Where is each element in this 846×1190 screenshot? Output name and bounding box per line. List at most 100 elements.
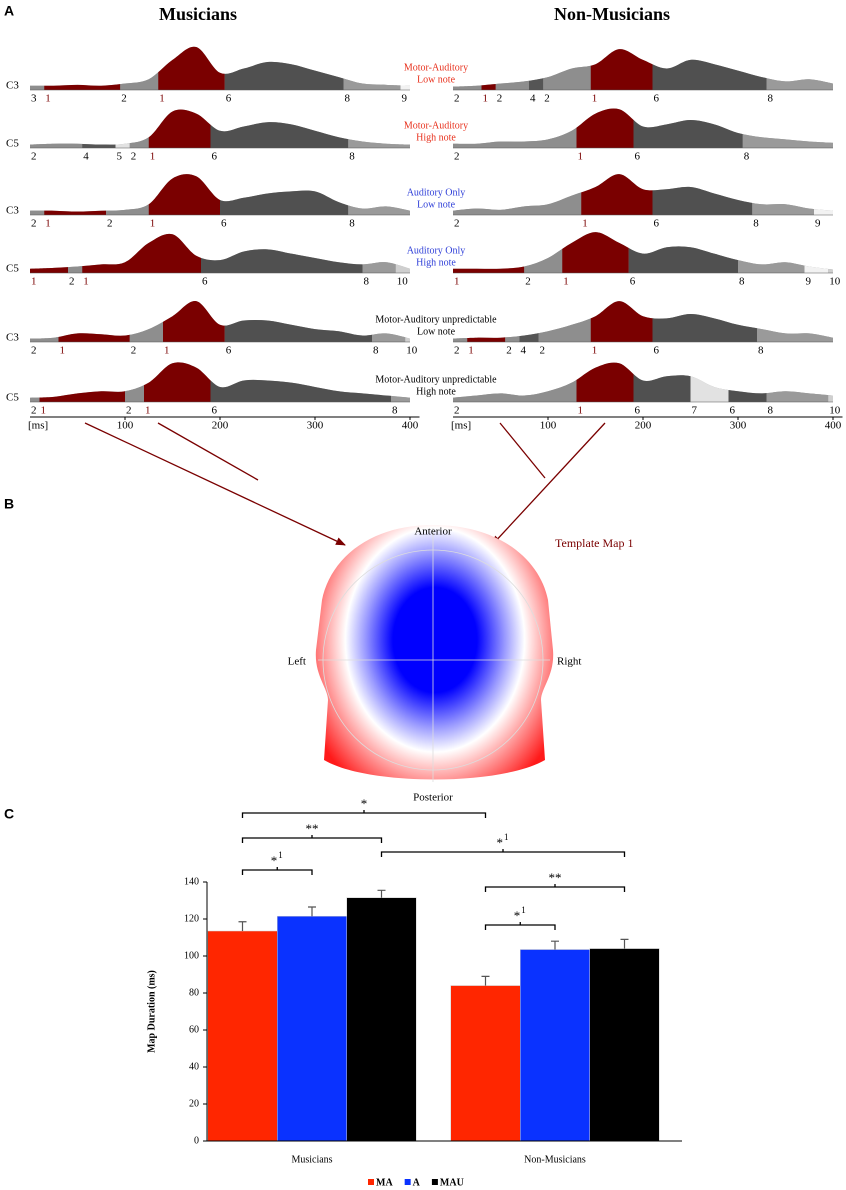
map-number: 1 <box>31 276 37 288</box>
direction-label: Right <box>557 656 581 668</box>
electrode-label: C3 <box>6 80 19 92</box>
map-number: 6 <box>630 276 636 288</box>
map-number: 6 <box>654 218 660 230</box>
error-bar <box>238 921 247 932</box>
map-number: 7 <box>692 405 698 417</box>
map-number: 6 <box>730 405 736 417</box>
panel-label: C <box>4 806 14 822</box>
condition-label: Low note <box>417 326 456 337</box>
map-number: 8 <box>349 218 355 230</box>
map-segment <box>163 301 225 342</box>
map-number: 3 <box>31 93 37 105</box>
map-segment <box>728 362 767 402</box>
map-number: 2 <box>525 276 531 288</box>
map-number: 8 <box>392 405 398 417</box>
map-segment <box>348 109 410 148</box>
condition-label: Auditory Only <box>407 245 466 256</box>
map-number: 6 <box>635 405 641 417</box>
map-segment <box>30 46 45 90</box>
map-number: 1 <box>159 93 165 105</box>
map-number: 8 <box>373 345 379 357</box>
map-segment <box>224 46 344 90</box>
x-tick-label: 200 <box>212 420 229 432</box>
legend-swatch <box>431 1179 438 1185</box>
map-number: 8 <box>753 218 759 230</box>
map-segment <box>362 233 396 273</box>
y-tick-label: 40 <box>189 1061 199 1072</box>
map-number: 10 <box>829 276 841 288</box>
map-segment <box>148 174 220 215</box>
map-segment <box>44 174 106 215</box>
map-segment <box>30 233 68 273</box>
map-segment <box>106 174 149 215</box>
map-segment <box>652 301 757 342</box>
map-segment <box>210 362 391 402</box>
head-map <box>315 525 554 782</box>
arrows <box>84 422 606 546</box>
map-number: 8 <box>768 405 774 417</box>
electrode-label: C5 <box>6 138 19 150</box>
x-tick-label: Non-Musicians <box>524 1154 586 1165</box>
map-number: 10 <box>397 276 409 288</box>
bar <box>277 915 347 1142</box>
error-bar <box>481 975 490 986</box>
map-number: 1 <box>592 93 598 105</box>
electrode-label: C3 <box>6 332 19 344</box>
arrow <box>499 422 546 479</box>
error-bar <box>620 938 629 949</box>
condition-label: High note <box>416 257 456 268</box>
map-segment <box>125 362 144 402</box>
map-number: 2 <box>31 151 37 163</box>
map-number: 2 <box>544 93 550 105</box>
error-bar <box>551 940 559 950</box>
map-number: 10 <box>829 405 841 417</box>
map-segment <box>766 362 829 402</box>
map-number: 9 <box>402 93 408 105</box>
condition-label: High note <box>416 132 456 143</box>
map-number: 8 <box>349 151 355 163</box>
condition-label: Motor-Auditory <box>404 62 468 73</box>
map-number: 6 <box>654 345 660 357</box>
map-segment <box>30 301 59 342</box>
map-number: 1 <box>592 345 598 357</box>
significance-bracket <box>380 849 626 857</box>
map-segment <box>742 108 833 148</box>
map-segment <box>576 108 634 148</box>
group-title: Non-Musicians <box>554 4 670 24</box>
map-number: 8 <box>768 93 774 105</box>
map-segment <box>652 49 767 90</box>
map-segment <box>766 49 833 90</box>
significance-bracket <box>241 835 383 843</box>
map-segment <box>39 362 125 402</box>
template-title: Template Map 1 <box>555 536 633 550</box>
y-tick-label: 60 <box>189 1024 199 1035</box>
map-segment <box>120 46 159 90</box>
condition-label: Auditory Only <box>407 187 466 198</box>
map-number: 2 <box>540 345 546 357</box>
arrow <box>157 422 259 481</box>
map-number: 9 <box>815 218 821 230</box>
map-number: 6 <box>212 151 218 163</box>
panel-label: A <box>4 3 14 19</box>
electrode-label: C5 <box>6 392 19 404</box>
map-segment <box>590 301 653 342</box>
map-number: 2 <box>454 345 460 357</box>
bar <box>346 897 417 1142</box>
map-segment <box>738 232 805 273</box>
map-number: 4 <box>530 93 536 105</box>
x-tick-label: Musicians <box>291 1154 332 1165</box>
map-number: 6 <box>226 93 232 105</box>
group-title: Musicians <box>159 4 237 24</box>
map-segment <box>519 301 539 342</box>
significance-mark: ** <box>306 821 319 836</box>
condition-label: Low note <box>417 74 456 85</box>
map-number: 8 <box>744 151 750 163</box>
map-segment <box>752 174 814 215</box>
map-segment <box>652 174 753 215</box>
arrow <box>84 422 346 546</box>
map-number: 6 <box>212 405 218 417</box>
map-segment <box>690 362 729 402</box>
electrode-label: C5 <box>6 263 19 275</box>
significance-bracket <box>241 810 487 818</box>
